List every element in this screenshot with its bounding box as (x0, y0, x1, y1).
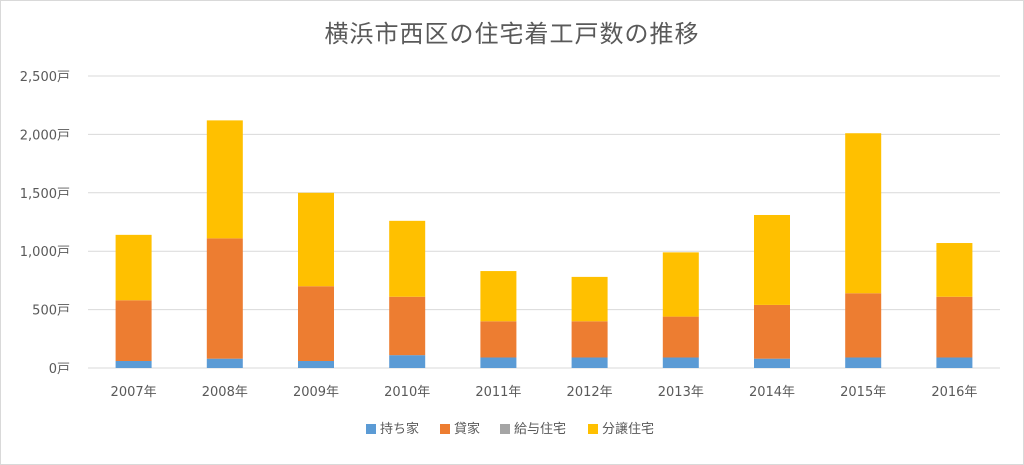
bar-segment (662, 316, 699, 358)
bar-segment (662, 357, 699, 368)
y-tick-label: 2,000戸 (20, 128, 70, 143)
bar-segment (936, 296, 973, 358)
x-tick-label: 2015年 (840, 385, 886, 400)
legend-swatch (588, 424, 598, 434)
x-tick-label: 2011年 (475, 385, 521, 400)
x-tick-label: 2007年 (111, 385, 157, 400)
bar-segment (480, 321, 517, 358)
x-axis-labels: 2007年 2008年 2009年 2010年 2011年 2012年 2013年 2014年… (111, 385, 978, 400)
x-tick-label: 2010年 (384, 385, 430, 400)
legend-swatch (500, 424, 510, 434)
bar-segment (571, 276, 608, 322)
x-tick-label: 2016年 (931, 385, 977, 400)
bar-segment (662, 252, 699, 317)
legend-label: 持ち家 (380, 421, 419, 437)
bar-segment (206, 120, 243, 239)
bar-segment (298, 286, 334, 361)
y-tick-label: 1,000戸 (20, 245, 70, 260)
bar-segment (754, 304, 790, 359)
bar-segment (571, 321, 608, 358)
legend-label: 給与住宅 (514, 422, 566, 437)
bar-segment (845, 133, 882, 294)
chart-title: 横浜市西区の住宅着工戸数の推移 (324, 20, 700, 48)
x-tick-label: 2008年 (202, 385, 248, 400)
y-tick-label: 500戸 (32, 304, 70, 319)
bar-segment (298, 192, 334, 287)
bar-segment (754, 214, 790, 305)
legend-swatch (366, 424, 376, 434)
legend-swatch (440, 424, 450, 434)
x-tick-label: 2012年 (567, 385, 613, 400)
legend-label: 分譲住宅 (602, 421, 654, 437)
bars (115, 120, 973, 368)
bar-segment (936, 243, 973, 297)
bar-segment (389, 355, 426, 368)
bar-segment (754, 358, 790, 368)
x-tick-label: 2009年 (293, 385, 339, 400)
y-tick-label: 2,500戸 (20, 70, 70, 85)
bar-segment (115, 234, 152, 301)
bar-segment (206, 238, 243, 359)
legend-label: 貸家 (454, 421, 480, 437)
bar-segment (480, 357, 517, 368)
legend: 持ち家 貸家 給与住宅 分譲住宅 (366, 421, 654, 437)
bar-segment (298, 360, 334, 368)
bar-segment (115, 360, 152, 368)
bar-segment (389, 220, 426, 297)
bar-segment (480, 271, 517, 322)
y-tick-label: 1,500戸 (20, 187, 70, 202)
bar-segment (571, 357, 608, 368)
bar-segment (845, 293, 882, 358)
bar-segment (936, 357, 973, 368)
x-tick-label: 2014年 (749, 385, 795, 400)
bar-segment (115, 300, 152, 361)
y-axis-ticks: 0戸 500戸 1,000戸 1,500戸 2,000戸 2,500戸 (20, 70, 70, 377)
bar-segment (845, 357, 882, 368)
x-tick-label: 2013年 (658, 385, 704, 400)
bar-segment (206, 358, 243, 368)
bar-segment (389, 296, 426, 356)
y-tick-label: 0戸 (49, 362, 70, 377)
